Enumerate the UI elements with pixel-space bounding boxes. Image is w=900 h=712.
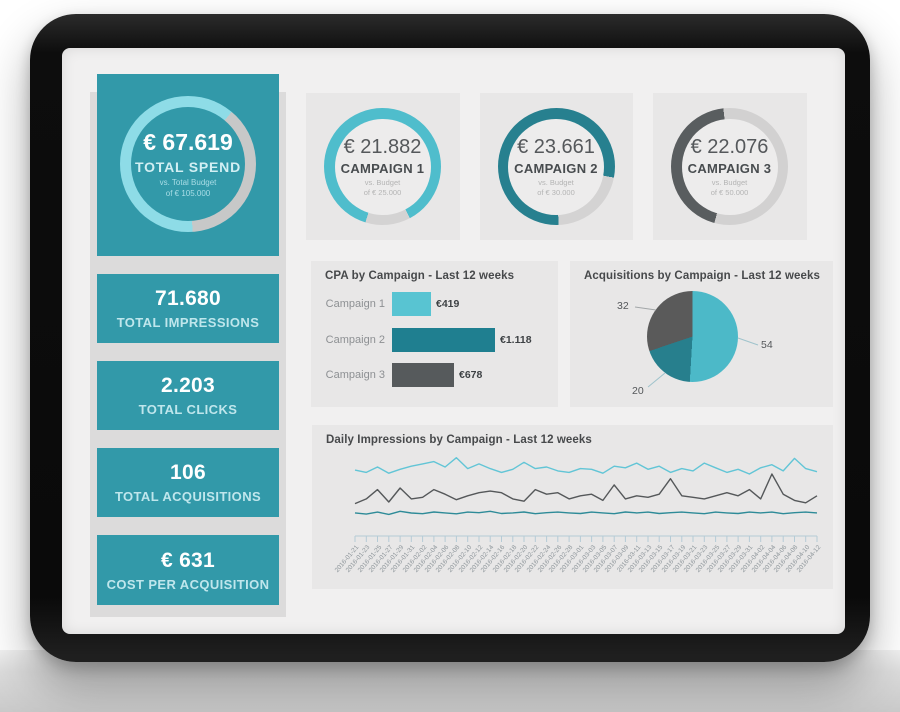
daily-impressions-line-chart-card: Daily Impressions by Campaign - Last 12 … [312, 425, 833, 589]
campaign-3-sub2: of € 50.000 [710, 187, 749, 197]
campaign-2-sub1: vs. Budget [538, 177, 574, 187]
donut-hole: € 22.076 CAMPAIGN 3 vs. Budget of € 50.0… [681, 118, 778, 215]
campaign-3-label: CAMPAIGN 3 [687, 160, 772, 176]
pie-chart-title: Acquisitions by Campaign - Last 12 weeks [584, 270, 820, 282]
bar-campaign-2 [392, 328, 495, 352]
cost-per-acquisition-value: € 631 [160, 548, 216, 572]
bar-campaign-3 [392, 363, 454, 387]
total-spend-sub1: vs. Total Budget [159, 178, 217, 188]
cost-per-acquisition-label: COST PER ACQUISITION [106, 576, 270, 592]
total-impressions-value: 71.680 [154, 287, 222, 310]
campaign-2-sub2: of € 30.000 [537, 187, 575, 197]
campaign-1-gauge-card: € 21.882 CAMPAIGN 1 vs. Budget of € 25.0… [306, 93, 460, 240]
donut-hole: € 23.661 CAMPAIGN 2 vs. Budget of € 30.0… [508, 118, 604, 215]
line-series-campaign-1 [354, 457, 818, 475]
campaign-1-sub1: vs. Budget [364, 177, 401, 187]
kpi-tile-total-impressions: 71.680 TOTAL IMPRESSIONS [97, 274, 279, 343]
tablet-device-frame: € 67.619 TOTAL SPEND vs. Total Budget of… [30, 14, 870, 662]
campaign-2-label: CAMPAIGN 2 [514, 160, 598, 176]
acquisitions-pie-chart-card: Acquisitions by Campaign - Last 12 weeks… [570, 261, 833, 407]
donut-hole: € 21.882 CAMPAIGN 1 vs. Budget of € 25.0… [334, 118, 431, 215]
campaign-1-label: CAMPAIGN 1 [340, 160, 425, 176]
pie-label-campaign-2: 20 [632, 385, 644, 397]
bar-category-label: Campaign 3 [325, 369, 385, 381]
acquisitions-pie [647, 291, 738, 382]
bar-category-label: Campaign 1 [325, 298, 385, 310]
campaign-1-spend-value: € 21.882 [343, 135, 422, 158]
total-spend-value: € 67.619 [143, 129, 233, 156]
cpa-chart-title: CPA by Campaign - Last 12 weeks [325, 270, 515, 282]
total-clicks-label: TOTAL CLICKS [138, 402, 238, 417]
bar-category-label: Campaign 2 [325, 334, 385, 346]
pie-label-campaign-1: 54 [761, 339, 773, 351]
line-series-campaign-2 [354, 510, 818, 516]
bar-row-campaign-3: Campaign 3 €678 [311, 363, 558, 387]
campaign-2-donut-gauge: € 23.661 CAMPAIGN 2 vs. Budget of € 30.0… [497, 108, 615, 225]
total-spend-sub2: of € 105.000 [165, 188, 211, 198]
kpi-tile-total-acquisitions: 106 TOTAL ACQUISITIONS [97, 448, 279, 517]
campaign-1-donut-gauge: € 21.882 CAMPAIGN 1 vs. Budget of € 25.0… [324, 108, 441, 225]
bar-value-label: €1.118 [500, 334, 532, 346]
bar-row-campaign-2: Campaign 2 €1.118 [311, 328, 558, 352]
kpi-tile-total-spend: € 67.619 TOTAL SPEND vs. Total Budget of… [97, 74, 279, 256]
campaign-3-donut-gauge: € 22.076 CAMPAIGN 3 vs. Budget of € 50.0… [671, 108, 788, 225]
cpa-bar-chart-card: CPA by Campaign - Last 12 weeks Campaign… [311, 261, 558, 407]
total-acquisitions-value: 106 [170, 461, 206, 484]
total-acquisitions-label: TOTAL ACQUISITIONS [114, 489, 262, 504]
bar-value-label: €419 [436, 298, 460, 310]
kpi-tile-cost-per-acquisition: € 631 COST PER ACQUISITION [97, 535, 279, 605]
campaign-2-spend-value: € 23.661 [517, 135, 595, 158]
campaign-3-sub1: vs. Budget [711, 177, 748, 187]
campaign-2-gauge-card: € 23.661 CAMPAIGN 2 vs. Budget of € 30.0… [480, 93, 633, 240]
line-series-campaign-3 [354, 473, 818, 505]
campaign-3-gauge-card: € 22.076 CAMPAIGN 3 vs. Budget of € 50.0… [653, 93, 807, 240]
donut-hole: € 67.619 TOTAL SPEND vs. Total Budget of… [131, 107, 245, 221]
line-chart-title: Daily Impressions by Campaign - Last 12 … [326, 434, 592, 446]
campaign-3-spend-value: € 22.076 [690, 135, 769, 158]
bar-campaign-1 [392, 292, 431, 316]
campaign-1-sub2: of € 25.000 [363, 187, 402, 197]
bar-value-label: €678 [459, 369, 483, 381]
bar-row-campaign-1: Campaign 1 €419 [311, 292, 558, 316]
total-clicks-value: 2.203 [160, 374, 216, 397]
pie-label-campaign-3: 32 [617, 300, 629, 312]
dashboard-screen: € 67.619 TOTAL SPEND vs. Total Budget of… [62, 48, 845, 634]
total-spend-donut-gauge: € 67.619 TOTAL SPEND vs. Total Budget of… [120, 96, 256, 232]
total-impressions-label: TOTAL IMPRESSIONS [116, 315, 260, 330]
impressions-line-chart [354, 457, 818, 542]
kpi-tile-total-clicks: 2.203 TOTAL CLICKS [97, 361, 279, 430]
total-spend-label: TOTAL SPEND [134, 159, 242, 176]
